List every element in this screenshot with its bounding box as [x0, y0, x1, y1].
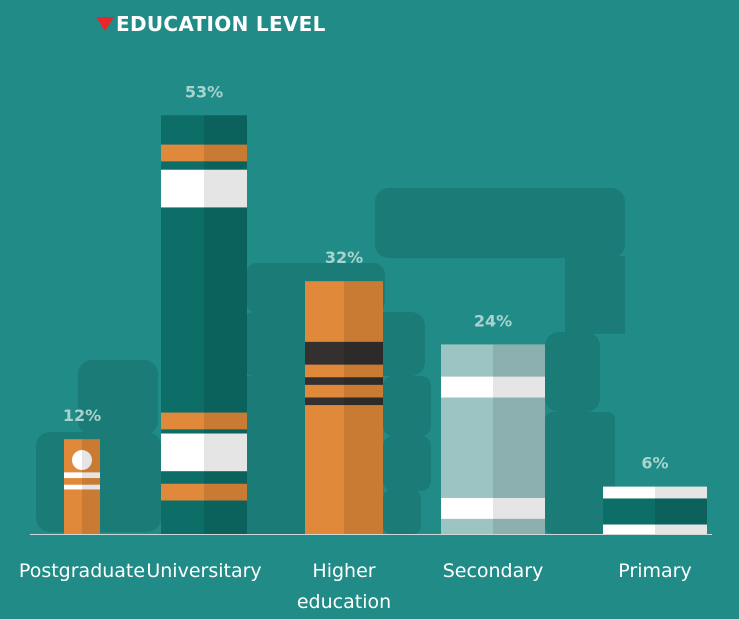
book-stripe	[603, 486, 707, 499]
book-stripe	[64, 484, 100, 490]
chart-title: EDUCATION LEVEL	[116, 12, 326, 36]
title-marker	[96, 17, 114, 31]
bar	[305, 281, 383, 534]
category-label: Primary	[618, 560, 692, 582]
book-stripe	[161, 169, 247, 208]
value-label: 24%	[474, 311, 512, 330]
book-shade	[82, 439, 100, 534]
category-label: Universitary	[146, 560, 262, 582]
value-label: 53%	[185, 82, 223, 101]
book-stripe	[161, 483, 247, 501]
book-stripe	[161, 412, 247, 430]
category-label: Secondary	[442, 560, 544, 582]
category-label: Higher education	[296, 560, 392, 613]
book-stripe	[441, 497, 545, 519]
book-dot	[72, 450, 92, 471]
book-stripe	[305, 341, 383, 365]
category-label: Postgraduate	[18, 560, 146, 582]
book-shade	[204, 115, 247, 535]
book-stripe	[441, 376, 545, 398]
book-stripe	[161, 433, 247, 472]
book-shade	[344, 281, 383, 534]
book-shade	[493, 344, 545, 534]
book-shade	[655, 486, 707, 534]
book-stripe	[305, 377, 383, 385]
book-stripe	[305, 397, 383, 406]
value-label: 32%	[325, 248, 363, 267]
value-label: 6%	[641, 454, 668, 473]
book-stripe	[64, 472, 100, 479]
book-stripe	[161, 144, 247, 162]
value-label: 12%	[63, 406, 101, 425]
book-stripe	[603, 524, 707, 534]
